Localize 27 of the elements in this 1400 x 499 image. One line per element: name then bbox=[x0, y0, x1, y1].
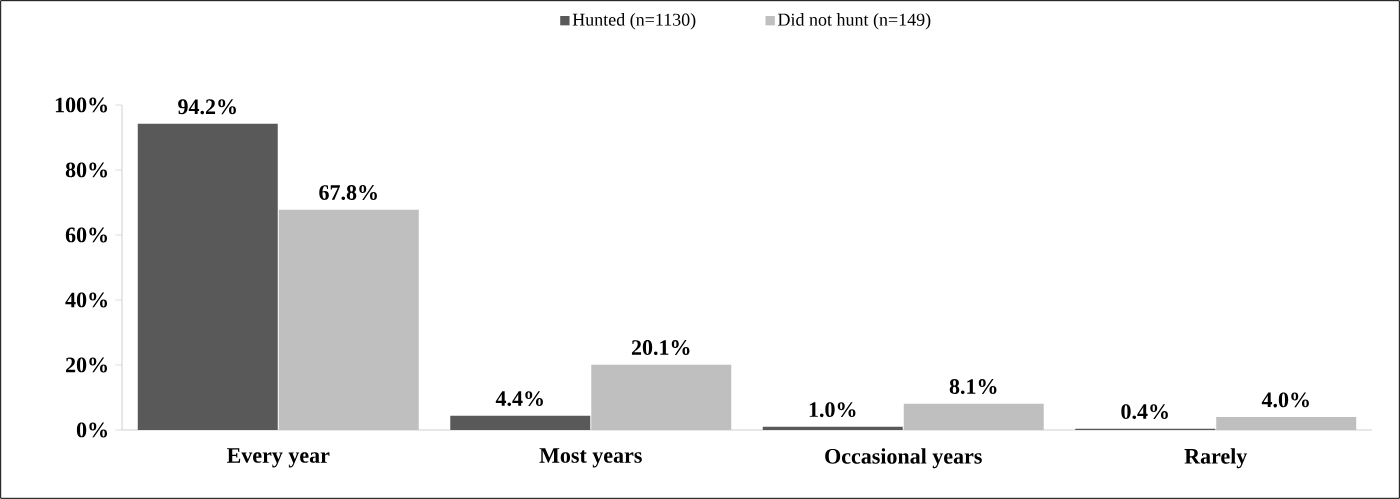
legend-label: Did not hunt (n=149) bbox=[778, 13, 931, 30]
bar bbox=[278, 209, 419, 430]
legend-label: Hunted (n=1130) bbox=[572, 13, 696, 30]
bar bbox=[762, 426, 903, 430]
y-tick-label: 0% bbox=[76, 422, 108, 438]
y-tick-label: 80% bbox=[65, 162, 108, 178]
bar bbox=[137, 123, 278, 430]
bar bbox=[450, 415, 591, 430]
data-label: 8.1% bbox=[949, 379, 997, 395]
data-label: 4.4% bbox=[495, 391, 543, 407]
x-tick-label: Most years bbox=[539, 448, 642, 468]
y-tick-label: 20% bbox=[66, 357, 108, 373]
bar bbox=[903, 403, 1044, 430]
x-tick-label: Rarely bbox=[1184, 448, 1248, 469]
data-label: 1.0% bbox=[809, 402, 856, 418]
bar bbox=[1216, 416, 1357, 430]
data-label: 94.2% bbox=[178, 99, 236, 115]
bar bbox=[591, 364, 732, 430]
data-label: 0.4% bbox=[1121, 404, 1168, 420]
data-label: 20.1% bbox=[631, 340, 690, 356]
y-tick-label: 60% bbox=[65, 227, 108, 243]
data-label: 4.0% bbox=[1261, 392, 1309, 408]
x-tick-label: Every year bbox=[227, 448, 330, 468]
y-tick-label: 100% bbox=[55, 97, 108, 113]
x-tick-label: Occasional years bbox=[825, 448, 982, 469]
y-tick-label: 40% bbox=[65, 292, 108, 308]
data-label: 67.8% bbox=[319, 185, 377, 201]
